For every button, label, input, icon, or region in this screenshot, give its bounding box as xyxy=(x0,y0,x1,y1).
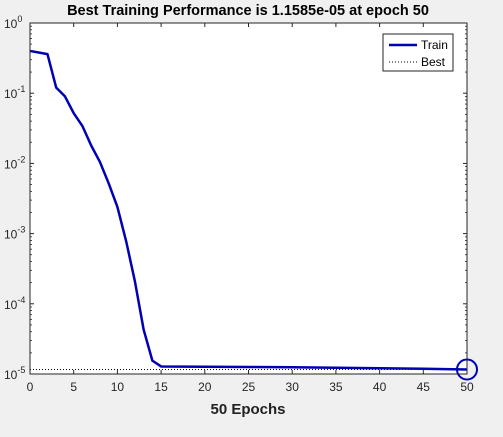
x-tick-label: 40 xyxy=(373,380,387,394)
legend: Train Best xyxy=(382,33,454,72)
axis-ticks: 0 5 10 15 20 25 30 35 40 45 50 100 10-1 10-2 10-3 10-4 1… xyxy=(4,14,474,394)
y-tick-label: 100 xyxy=(4,14,22,31)
x-tick-label: 0 xyxy=(27,380,34,394)
legend-box xyxy=(382,33,454,72)
x-axis-label: 50 Epochs xyxy=(210,401,285,418)
x-tick-label: 50 xyxy=(460,380,474,394)
x-tick-label: 30 xyxy=(286,380,300,394)
y-tick-label: 10-2 xyxy=(4,154,25,171)
legend-best-label: Best xyxy=(421,55,446,69)
train-series xyxy=(29,49,468,371)
train-line xyxy=(29,49,468,371)
x-tick-label: 10 xyxy=(111,380,125,394)
plot-area xyxy=(30,23,467,374)
x-tick-label: 20 xyxy=(198,380,212,394)
legend-train-label: Train xyxy=(421,38,448,52)
chart-title: Best Training Performance is 1.1585e-05 … xyxy=(67,3,429,19)
x-tick-label: 15 xyxy=(154,380,168,394)
y-tick-label: 10-1 xyxy=(4,84,25,101)
y-tick-label: 10-4 xyxy=(4,295,25,312)
x-tick-label: 25 xyxy=(242,380,256,394)
best-reference-lines xyxy=(30,23,468,374)
x-tick-label: 45 xyxy=(417,380,431,394)
y-tick-label: 10-5 xyxy=(4,365,25,382)
x-tick-label: 35 xyxy=(329,380,343,394)
x-tick-label: 5 xyxy=(70,380,77,394)
y-tick-label: 10-3 xyxy=(4,225,25,242)
